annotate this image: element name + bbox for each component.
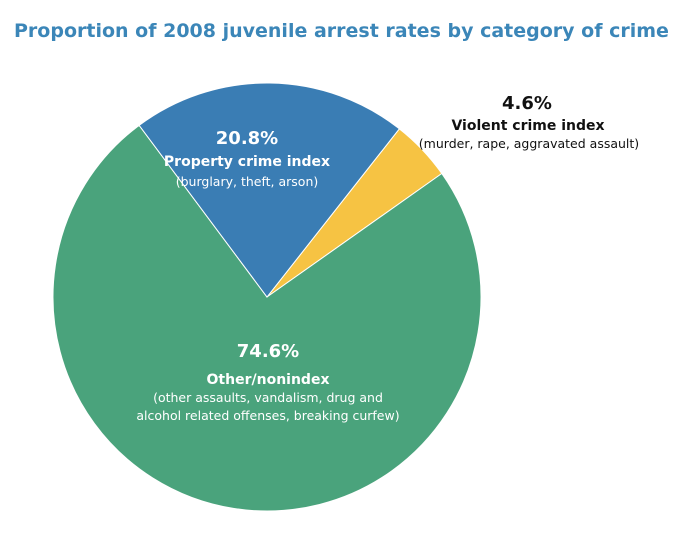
slice-desc-other-line1: (other assaults, vandalism, drug and bbox=[153, 390, 383, 405]
pie-slices bbox=[52, 82, 482, 512]
slice-label-other: 74.6% Other/nonindex (other assaults, va… bbox=[136, 341, 399, 423]
slice-value-property: 20.8% bbox=[216, 128, 278, 149]
pie-slice-property-crime-index bbox=[138, 82, 401, 298]
slice-value-violent: 4.6% bbox=[502, 93, 552, 114]
slice-desc-property: (burglary, theft, arson) bbox=[176, 174, 319, 189]
slice-desc-other-line2: alcohol related offenses, breaking curfe… bbox=[136, 408, 399, 423]
slice-label-property: 20.8% Property crime index (burglary, th… bbox=[164, 128, 330, 189]
slice-name-violent: Violent crime index bbox=[451, 118, 604, 134]
slice-label-violent: 4.6% Violent crime index (murder, rape, … bbox=[419, 93, 639, 151]
slice-name-other: Other/nonindex bbox=[207, 372, 330, 388]
chart-title: Proportion of 2008 juvenile arrest rates… bbox=[14, 20, 669, 42]
slice-desc-violent: (murder, rape, aggravated assault) bbox=[419, 136, 639, 151]
slice-name-property: Property crime index bbox=[164, 154, 330, 170]
pie-slice-other-nonindex bbox=[52, 124, 482, 512]
slice-value-other: 74.6% bbox=[237, 341, 299, 362]
